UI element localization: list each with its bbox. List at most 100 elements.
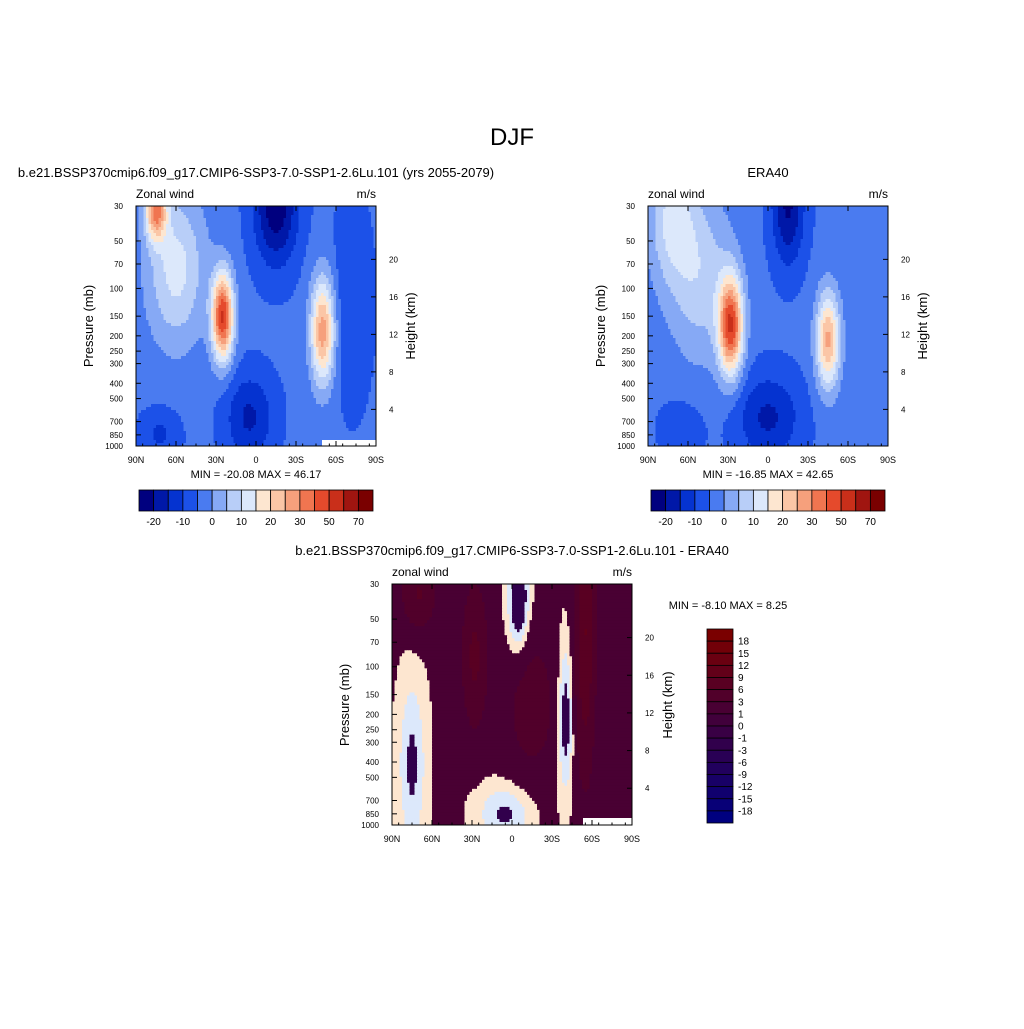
model-colorbar-box — [329, 490, 344, 511]
diff-colorbar-box — [707, 714, 733, 726]
model-y-tick-label: 100 — [110, 284, 124, 293]
model-colorbar-label: 70 — [353, 517, 365, 528]
diff-terrain-mask — [583, 818, 632, 825]
model-y-tick-label: 300 — [110, 360, 124, 369]
era40-contour-field — [648, 206, 889, 447]
diff-y-tick-label: 30 — [370, 580, 379, 589]
diff-colorbar-label: -18 — [738, 806, 753, 817]
model-x-tick-label: 30S — [288, 455, 304, 465]
model-colorbar-label: 0 — [209, 517, 215, 528]
diff-colorbar-box — [707, 750, 733, 762]
model-stats: MIN = -20.08 MAX = 46.17 — [191, 469, 322, 481]
panel-model: b.e21.BSSP370cmip6.f09_g17.CMIP6-SSP3-7.… — [18, 165, 494, 528]
era40-y-tick-label: 500 — [622, 395, 636, 404]
model-colorbar-box — [285, 490, 300, 511]
model-colorbar-label: 50 — [324, 517, 336, 528]
model-y2label: Height (km) — [403, 292, 418, 359]
diff-x-tick-label: 30S — [544, 834, 560, 844]
diff-colorbar-box — [707, 726, 733, 738]
era40-colorbar-label: -20 — [658, 517, 673, 528]
era40-colorbar-box — [768, 490, 783, 511]
era40-colorbar-box — [710, 490, 725, 511]
era40-colorbar-box — [753, 490, 768, 511]
diff-colorbar-label: 12 — [738, 661, 750, 672]
model-y-tick-label: 250 — [110, 347, 124, 356]
model-colorbar-box — [139, 490, 154, 511]
diff-colorbar-label: 15 — [738, 649, 750, 660]
diff-colorbar-label: -1 — [738, 734, 747, 745]
page-title: DJF — [490, 124, 534, 151]
model-colorbar-box — [154, 490, 169, 511]
era40-x-tick-label: 90N — [640, 455, 657, 465]
model-colorbar-label: 30 — [294, 517, 306, 528]
diff-y-tick-label: 500 — [366, 773, 380, 782]
model-y-tick-label: 200 — [110, 332, 124, 341]
diff-y2-tick-label: 12 — [645, 709, 654, 718]
diff-colorbar-label: -15 — [738, 794, 753, 805]
era40-x-tick-label: 30S — [800, 455, 816, 465]
diff-colorbar-label: 9 — [738, 673, 744, 684]
era40-colorbar-box — [827, 490, 842, 511]
model-colorbar-box — [256, 490, 271, 511]
model-y-tick-label: 150 — [110, 312, 124, 321]
era40-colorbar-box — [680, 490, 695, 511]
diff-colorbar-label: 3 — [738, 697, 744, 708]
model-terrain-mask — [322, 440, 376, 446]
era40-colorbar-box — [870, 490, 885, 511]
model-x-tick-label: 30N — [208, 455, 225, 465]
diff-y2-tick-label: 20 — [645, 634, 654, 643]
diff-colorbar-box — [707, 690, 733, 702]
era40-y2-tick-label: 16 — [901, 293, 910, 302]
diff-colorbar-box — [707, 653, 733, 665]
diff-x-tick-label: 90S — [624, 834, 640, 844]
era40-colorbar-box — [797, 490, 812, 511]
diff-y-tick-label: 300 — [366, 738, 380, 747]
era40-colorbar-label: 50 — [836, 517, 848, 528]
model-y-tick-label: 30 — [114, 202, 123, 211]
era40-title: ERA40 — [747, 165, 788, 180]
diff-colorbar-box — [707, 665, 733, 677]
diff-ylabel: Pressure (mb) — [337, 664, 352, 746]
era40-y-tick-label: 150 — [622, 312, 636, 321]
model-y-tick-label: 400 — [110, 379, 124, 388]
diff-right-label: m/s — [613, 565, 632, 579]
era40-x-tick-label: 30N — [720, 455, 737, 465]
era40-y2-tick-label: 8 — [901, 368, 906, 377]
diff-y-tick-label: 1000 — [361, 821, 379, 830]
diff-y-tick-label: 250 — [366, 726, 380, 735]
era40-colorbar-label: 30 — [806, 517, 818, 528]
model-y2-tick-label: 4 — [389, 405, 394, 414]
diff-colorbar-label: -6 — [738, 758, 747, 769]
diff-y2-tick-label: 8 — [645, 747, 650, 756]
diff-colorbar-label: 18 — [738, 637, 750, 648]
model-x-tick-label: 90N — [128, 455, 145, 465]
model-colorbar-box — [344, 490, 359, 511]
era40-colorbar-box — [841, 490, 856, 511]
model-x-tick-label: 60N — [168, 455, 185, 465]
diff-y-tick-label: 150 — [366, 691, 380, 700]
diff-colorbar-box — [707, 787, 733, 799]
diff-x-tick-label: 30N — [464, 834, 481, 844]
model-colorbar-box — [241, 490, 256, 511]
diff-y-tick-label: 200 — [366, 710, 380, 719]
model-colorbar-box — [183, 490, 198, 511]
era40-colorbar-label: 20 — [777, 517, 789, 528]
diff-x-tick-label: 60S — [584, 834, 600, 844]
model-title: b.e21.BSSP370cmip6.f09_g17.CMIP6-SSP3-7.… — [18, 165, 494, 180]
diff-y2-tick-label: 16 — [645, 671, 654, 680]
era40-right-label: m/s — [869, 187, 888, 201]
era40-colorbar-box — [666, 490, 681, 511]
diff-y-tick-label: 70 — [370, 638, 379, 647]
diff-y-tick-label: 700 — [366, 796, 380, 805]
model-y-tick-label: 500 — [110, 395, 124, 404]
model-colorbar-box — [212, 490, 227, 511]
model-colorbar-box — [358, 490, 373, 511]
diff-left-label: zonal wind — [392, 565, 449, 579]
era40-left-label: zonal wind — [648, 187, 705, 201]
era40-y-tick-label: 50 — [626, 237, 635, 246]
era40-x-tick-label: 90S — [880, 455, 896, 465]
diff-y2label: Height (km) — [660, 671, 675, 738]
diff-stats: MIN = -8.10 MAX = 8.25 — [669, 600, 788, 612]
